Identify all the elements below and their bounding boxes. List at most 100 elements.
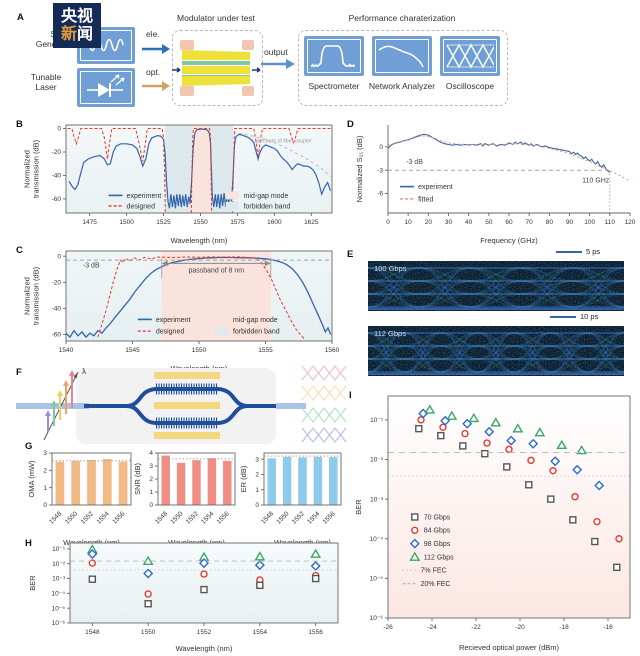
svg-text:10⁻⁶: 10⁻⁶: [370, 615, 384, 622]
panel-b-transmission-chart: 1475 1500 1525 1550 1575 1600 1625 0 -20 -40 -60 Wa…: [22, 117, 340, 245]
svg-text:80: 80: [546, 219, 554, 226]
svg-text:0: 0: [149, 502, 153, 509]
svg-text:40: 40: [465, 219, 473, 226]
svg-text:-18: -18: [559, 624, 569, 631]
svg-text:1525: 1525: [156, 219, 171, 226]
chart-svg-B: 1475 1500 1525 1550 1575 1600 1625 0 -20 -40 -60 Wa…: [23, 124, 333, 245]
svg-text:110 GHz: 110 GHz: [582, 178, 610, 185]
svg-text:1560: 1560: [325, 347, 340, 354]
svg-text:-60: -60: [52, 196, 62, 203]
svg-text:Wavelength (nm): Wavelength (nm): [63, 538, 120, 547]
svg-text:10⁻⁴: 10⁻⁴: [370, 536, 384, 543]
svg-text:1548: 1548: [48, 510, 63, 525]
svg-text:3: 3: [255, 456, 259, 463]
svg-text:1550: 1550: [275, 510, 290, 525]
panel-d-s21-chart: 0 10 20 30 40 50 60 70 80 90 100 110 120 0 -3 -6 Frequen…: [350, 117, 638, 245]
svg-text:1556: 1556: [322, 510, 337, 525]
chart-svg-D: 0 10 20 30 40 50 60 70 80 90 100 110 120 0 -3 -6 Frequen…: [355, 125, 636, 245]
svg-text:1555: 1555: [258, 347, 273, 354]
svg-text:1: 1: [149, 489, 153, 496]
svg-text:2: 2: [149, 476, 153, 483]
svg-text:spectrum of fiber coupler: spectrum of fiber coupler: [255, 139, 312, 145]
svg-text:10: 10: [405, 219, 413, 226]
chart-svg-H: 1548 1550 1552 1554 1556 10⁻¹ 10⁻² 10⁻³ 10⁻⁴ 10⁻⁵…: [28, 542, 339, 653]
chart-svg-C: 154015451550155515600-20-40-60Wavelength…: [23, 250, 340, 373]
modulator-title: Modulator under test: [177, 13, 255, 23]
network-analyzer-label: Network Analyzer: [368, 81, 436, 91]
svg-text:forbidden band: forbidden band: [244, 203, 291, 210]
svg-text:1550: 1550: [141, 629, 156, 636]
panel-label-b: B: [16, 119, 23, 130]
svg-text:98 Gbps: 98 Gbps: [424, 541, 451, 548]
tunable-laser-label: Tunable Laser: [30, 72, 62, 92]
svg-text:100: 100: [584, 219, 595, 226]
svg-text:10⁻⁶: 10⁻⁶: [52, 620, 66, 627]
svg-text:mid-gap mode: mid-gap mode: [233, 317, 278, 324]
svg-text:0: 0: [57, 126, 61, 133]
svg-text:1550: 1550: [169, 510, 184, 525]
panel-g-oma-bar-chart: 1548 1550 1552 1554 1556 0 1 2 3 Wavelength (nm) O…: [26, 447, 134, 547]
svg-text:Wavelength (nm): Wavelength (nm): [176, 644, 233, 653]
svg-text:120: 120: [625, 219, 636, 226]
output-eye-glyphs: [301, 365, 347, 443]
eye-label-112gbps: 112 Gbps: [374, 329, 406, 338]
oscilloscope-label: Oscilloscope: [445, 81, 495, 91]
svg-text:10⁻⁴: 10⁻⁴: [52, 591, 66, 598]
svg-text:1548: 1548: [154, 510, 169, 525]
svg-text:1: 1: [255, 487, 259, 494]
svg-text:Wavelength (nm): Wavelength (nm): [274, 538, 331, 547]
svg-text:90: 90: [566, 219, 574, 226]
chart-svg-I: -26 -24 -22 -20 -18 -16 10⁻¹ 10⁻² 10⁻³ 10⁻⁴ 10⁻⁵ 10…: [354, 395, 631, 652]
ele-label: ele.: [146, 29, 160, 39]
svg-text:passband of 8 nm: passband of 8 nm: [188, 268, 244, 275]
panel-label-e: E: [347, 249, 354, 260]
svg-text:designed: designed: [156, 329, 185, 336]
svg-text:3: 3: [149, 463, 153, 470]
svg-text:1554: 1554: [200, 510, 215, 525]
svg-text:10⁻²: 10⁻²: [52, 561, 66, 568]
panel-f-device-schematic: λ: [16, 365, 347, 444]
svg-text:Wavelength (nm): Wavelength (nm): [168, 538, 225, 547]
svg-text:-26: -26: [383, 624, 393, 631]
svg-text:-22: -22: [471, 624, 481, 631]
panel-label-i: I: [349, 390, 352, 401]
svg-text:1575: 1575: [230, 219, 245, 226]
eye-label-100gbps: 100 Gbps: [374, 264, 407, 273]
panel-label-c: C: [16, 245, 23, 256]
svg-text:1475: 1475: [82, 219, 97, 226]
svg-text:Normalizedtransmission (dB): Normalizedtransmission (dB): [23, 266, 41, 325]
svg-text:Normalizedtransmission (dB): Normalizedtransmission (dB): [23, 139, 41, 198]
chart-svg-G3: 1548 1550 1552 1554 1556 0 1 2 3 Wavelength (nm) E…: [239, 452, 342, 547]
svg-text:1554: 1554: [96, 510, 111, 525]
svg-text:112 Gbps: 112 Gbps: [424, 554, 454, 561]
svg-text:84 Gbps: 84 Gbps: [424, 528, 451, 535]
svg-text:3: 3: [43, 450, 47, 457]
svg-text:1550: 1550: [192, 347, 207, 354]
mzm-waveguide: [84, 372, 306, 439]
svg-text:1554: 1554: [253, 629, 268, 636]
oscilloscope-eye-icon: [446, 43, 495, 69]
eye-diagram-100gbps: 100 Gbps: [368, 261, 624, 311]
svg-text:1552: 1552: [80, 510, 95, 525]
svg-text:1552: 1552: [197, 629, 212, 636]
svg-text:10⁻¹: 10⁻¹: [52, 546, 66, 553]
panel-c-passband-chart: 154015451550155515600-20-40-60Wavelength…: [22, 243, 340, 373]
panel-i-ber-power-chart: -26 -24 -22 -20 -18 -16 10⁻¹ 10⁻² 10⁻³ 10⁻⁴ 10⁻⁵ 10…: [350, 390, 638, 652]
svg-text:-6: -6: [377, 191, 383, 198]
svg-text:1552: 1552: [185, 510, 200, 525]
svg-text:1550: 1550: [193, 219, 208, 226]
watermark-line2: 新闻: [60, 25, 94, 43]
panel-label-f: F: [16, 367, 22, 378]
svg-text:-20: -20: [52, 149, 62, 156]
svg-text:Frequency (GHz): Frequency (GHz): [480, 236, 538, 245]
wavelength-arrows: [45, 370, 75, 432]
panel-h-ber-wavelength-chart: 1548 1550 1552 1554 1556 10⁻¹ 10⁻² 10⁻³ 10⁻⁴ 10⁻⁵…: [22, 537, 346, 653]
chart-svg-G2: 1548 1550 1552 1554 1556 0 1 2 3 4 Wavelength (nm)…: [133, 450, 236, 547]
svg-text:1556: 1556: [216, 510, 231, 525]
svg-text:50: 50: [485, 219, 493, 226]
svg-text:70: 70: [526, 219, 534, 226]
svg-text:1500: 1500: [119, 219, 134, 226]
panel-label-d: D: [347, 119, 354, 130]
panel-g-er-bar-chart: 1548 1550 1552 1554 1556 0 1 2 3 Wavelength (nm) E…: [238, 447, 344, 547]
